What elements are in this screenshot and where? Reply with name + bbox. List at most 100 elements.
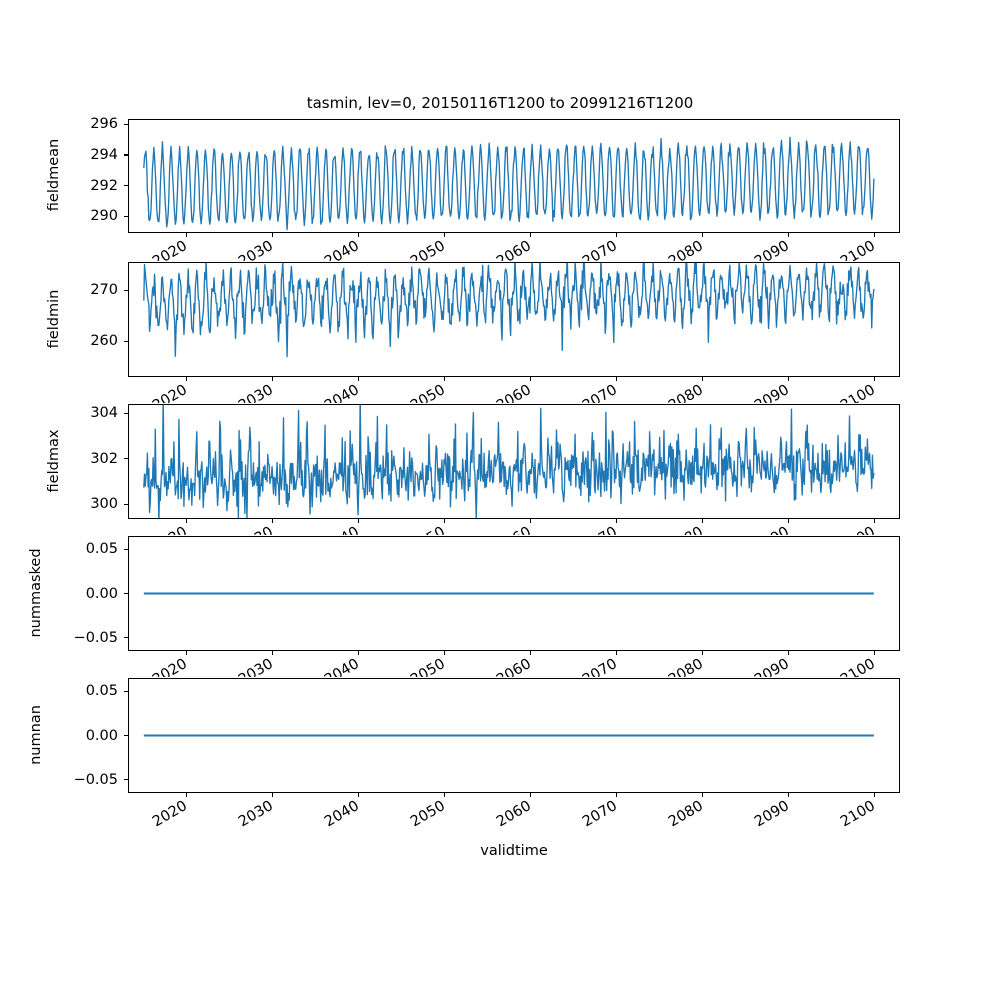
y-axis-label-numnan: numnan (28, 704, 44, 765)
x-tick-mark (357, 519, 359, 523)
x-tick-mark (271, 651, 274, 655)
x-tick-label-clip: 2030 (202, 656, 312, 677)
y-tick-mark (124, 503, 128, 505)
y-tick-label: 296 (90, 116, 118, 133)
data-line-fieldmax (143, 404, 875, 519)
x-tick-mark (357, 793, 359, 797)
x-tick-mark (701, 233, 703, 237)
y-tick-label: 270 (90, 282, 118, 299)
x-tick-label-clip: 2090 (718, 524, 828, 535)
x-tick-mark (185, 519, 188, 523)
x-tick-label-clip: 2040 (288, 238, 398, 261)
y-tick-label: 0.00 (85, 727, 118, 744)
x-tick-label: 2020 (125, 524, 190, 535)
x-tick-label: 2070 (580, 238, 621, 261)
y-tick-label: −0.05 (73, 629, 118, 646)
x-tick-label: 2040 (322, 238, 363, 261)
x-tick-label: 2020 (150, 656, 191, 677)
x-tick-label-clip: 2020 (116, 656, 226, 677)
y-tick-mark (124, 593, 128, 595)
x-tick-label: 2050 (408, 238, 449, 261)
x-tick-label: 2100 (838, 382, 879, 403)
y-tick-label: 0.05 (85, 683, 118, 700)
y-tick-label: 302 (90, 450, 118, 467)
x-tick-label: 2040 (322, 382, 363, 403)
y-tick-mark (124, 458, 128, 460)
x-tick-mark (873, 233, 875, 237)
x-tick-mark (615, 793, 617, 797)
y-tick-mark (124, 735, 128, 737)
x-tick-label-clip: 2080 (632, 238, 742, 261)
x-tick-mark (443, 377, 445, 381)
x-tick-mark (529, 377, 531, 381)
y-tick-label: 0.00 (85, 585, 118, 602)
x-tick-mark (357, 233, 359, 237)
x-tick-mark (701, 377, 703, 381)
x-tick-label: 2060 (494, 656, 535, 677)
x-tick-mark (357, 651, 359, 655)
x-tick-label-clip: 2050 (374, 382, 484, 403)
data-line-fieldmin (143, 262, 875, 358)
x-tick-label-clip: 2030 (202, 382, 312, 403)
x-tick-label: 2050 (383, 524, 448, 535)
x-tick-mark (443, 793, 445, 797)
x-tick-label-clip: 2070 (546, 656, 656, 677)
x-tick-mark (443, 519, 445, 523)
x-tick-label: 2030 (236, 798, 277, 831)
y-tick-mark (124, 637, 128, 639)
x-axis-label: validtime (480, 843, 548, 859)
y-tick-mark (124, 690, 128, 692)
panel-fieldmin (128, 262, 900, 377)
x-tick-mark (873, 519, 875, 523)
x-tick-label-clip: 2080 (632, 524, 742, 535)
x-tick-label: 2020 (150, 238, 191, 261)
x-tick-label: 2080 (666, 798, 707, 831)
x-tick-mark (271, 377, 274, 381)
x-tick-label: 2090 (727, 524, 792, 535)
x-tick-label-clip: 2100 (804, 656, 914, 677)
x-tick-mark (787, 651, 789, 655)
x-tick-mark (873, 377, 875, 381)
plot-area-numnan (143, 734, 875, 737)
x-tick-label: 2070 (555, 524, 620, 535)
y-tick-label: 0.05 (85, 541, 118, 558)
x-tick-label-clip: 2040 (288, 524, 398, 535)
x-tick-mark (185, 651, 188, 655)
x-tick-label: 2080 (641, 524, 706, 535)
plot-area-fieldmin (143, 262, 875, 358)
x-tick-mark (443, 233, 445, 237)
x-tick-mark (271, 233, 274, 237)
y-tick-label: 300 (90, 496, 118, 513)
x-tick-label: 2060 (494, 382, 535, 403)
y-tick-mark (124, 412, 128, 414)
x-tick-mark (271, 793, 274, 797)
x-tick-label: 2040 (322, 798, 363, 831)
x-tick-mark (787, 233, 789, 237)
x-tick-mark (701, 519, 703, 523)
x-tick-mark (271, 519, 274, 523)
y-tick-mark (124, 548, 128, 550)
y-tick-mark (124, 289, 128, 291)
data-line-fieldmean (143, 136, 875, 231)
plot-area-fieldmean (143, 136, 875, 231)
y-tick-label: 260 (90, 333, 118, 350)
x-tick-label-clip: 2100 (804, 382, 914, 403)
x-tick-label-clip: 2060 (460, 524, 570, 535)
x-tick-mark (615, 233, 617, 237)
x-tick-label-clip: 2090 (718, 382, 828, 403)
y-axis-label-fieldmin: fieldmin (46, 289, 62, 348)
x-tick-label-clip: 2040 (288, 382, 398, 403)
x-tick-label-clip: 2080 (632, 382, 742, 403)
x-tick-mark (787, 793, 789, 797)
x-tick-mark (787, 377, 789, 381)
x-tick-label: 2100 (813, 524, 878, 535)
y-tick-mark (124, 340, 128, 342)
panel-nummasked (128, 536, 900, 651)
y-tick-mark (124, 779, 128, 781)
x-tick-label-clip: 2020 (116, 382, 226, 403)
x-tick-mark (529, 233, 531, 237)
x-tick-label: 2070 (580, 798, 621, 831)
y-axis-label-fieldmean: fieldmean (46, 138, 62, 212)
x-tick-mark (185, 233, 188, 237)
y-axis-label-nummasked: nummasked (28, 547, 44, 638)
